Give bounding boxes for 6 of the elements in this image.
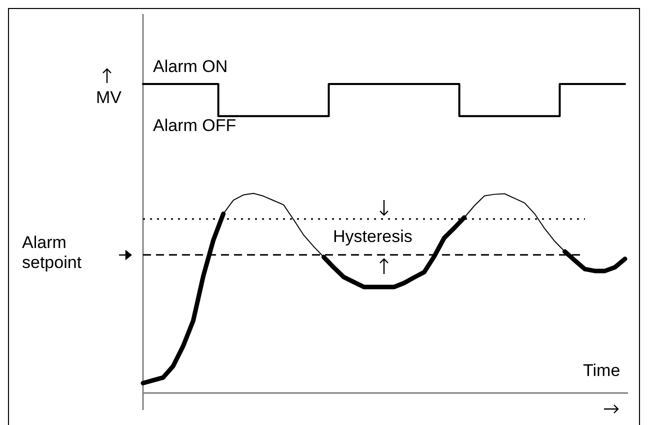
x-axis-title: Time xyxy=(583,361,620,381)
annotation: Alarm OFF xyxy=(153,116,236,136)
text: Alarm ON xyxy=(153,57,228,77)
ref-line-label: Alarm setpoint xyxy=(22,232,83,273)
y-axis-title: MV xyxy=(96,88,122,108)
annotation: Hysteresis xyxy=(333,226,412,247)
